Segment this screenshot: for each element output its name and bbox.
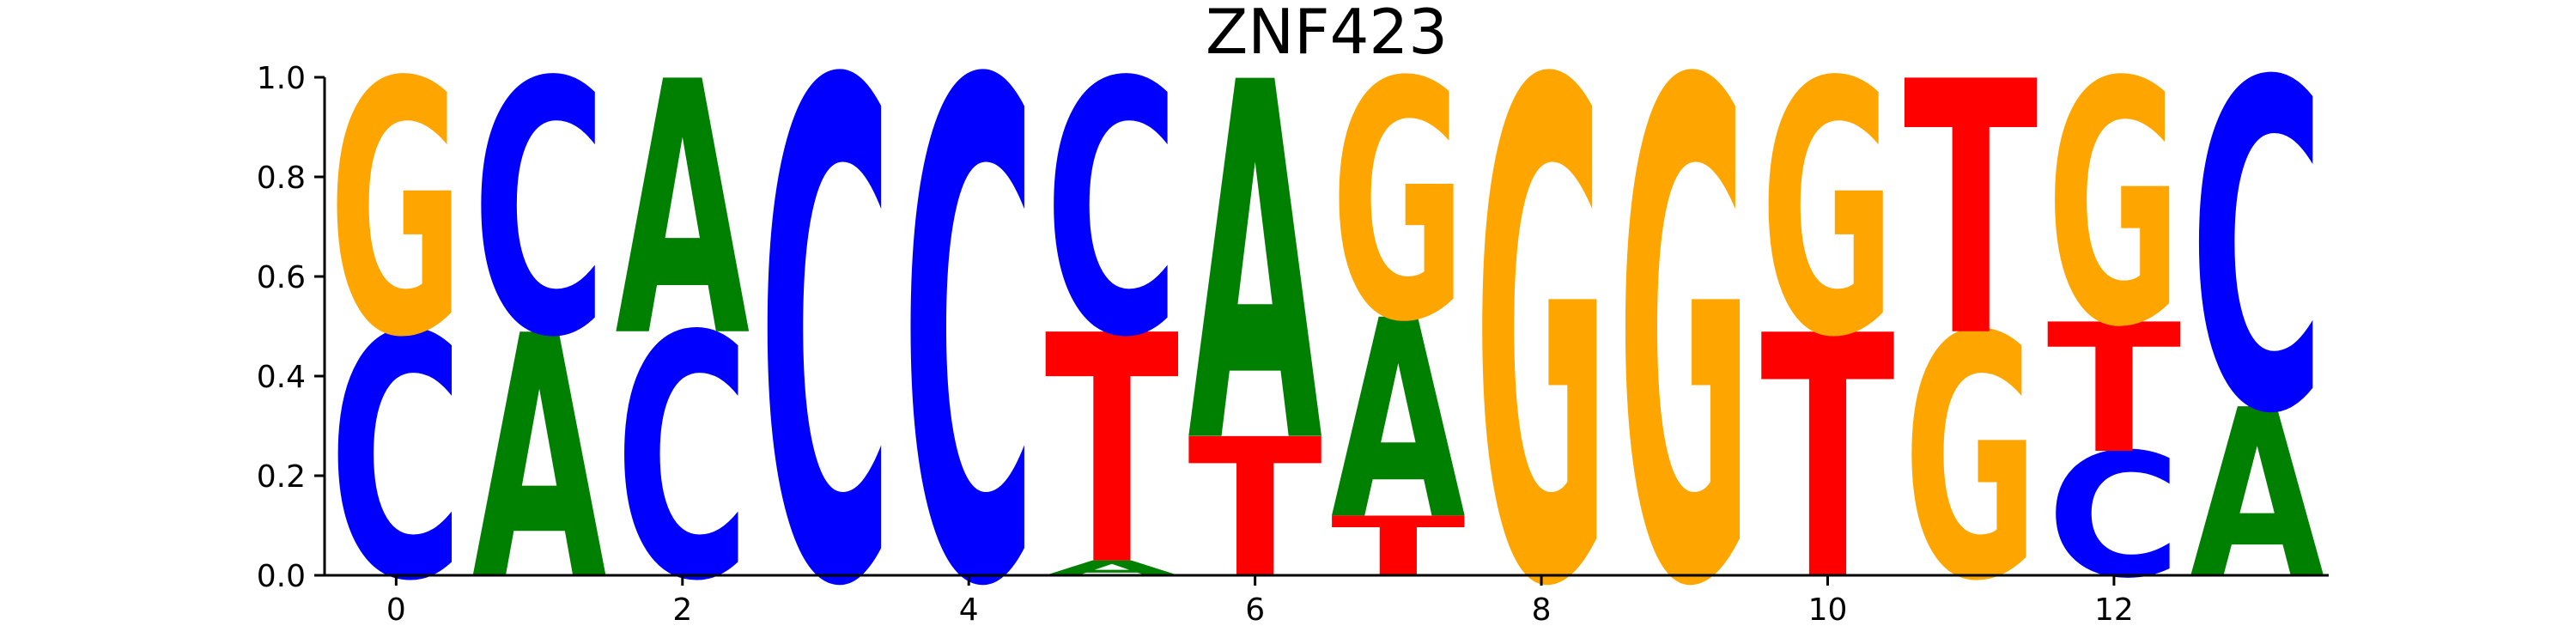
x-tick-label: 6 <box>1245 592 1265 628</box>
logo-column-7: TAG <box>1331 14 1467 595</box>
x-tick-label: 10 <box>1808 592 1848 628</box>
logo-letter-t: T <box>1045 270 1181 635</box>
y-tick-label: 0.6 <box>257 260 306 295</box>
y-tick-label: 0.4 <box>257 360 306 395</box>
logo-letter-g: G <box>1474 0 1609 644</box>
logo-letter-t: T <box>1331 500 1466 595</box>
logo-letter-a: A <box>1188 0 1323 553</box>
logo-letter-a: A <box>472 266 608 644</box>
y-tick-label: 0.0 <box>257 559 306 594</box>
logo-letter-a: A <box>2190 361 2324 631</box>
logo-column-2: CA <box>615 9 750 644</box>
logo-letter-a: A <box>1331 263 1467 580</box>
logo-column-12: CTG <box>2047 12 2182 617</box>
logo-column-10: TG <box>1760 9 1896 644</box>
logo-letter-c: C <box>902 0 1036 644</box>
logo-letter-g: G <box>1904 265 2038 644</box>
logo-column-9: G <box>1617 0 1752 644</box>
y-tick-label: 1.0 <box>257 61 306 96</box>
logo-letter-g: G <box>2047 12 2182 401</box>
logo-letter-c: C <box>2190 0 2324 513</box>
logo-column-11: GT <box>1904 8 2039 644</box>
x-tick-label: 2 <box>672 592 692 628</box>
logo-letter-g: G <box>1760 9 1895 414</box>
x-tick-label: 0 <box>386 592 406 628</box>
x-tick-label: 12 <box>2094 592 2134 628</box>
logo-letter-c: C <box>1045 9 1180 414</box>
logo-letter-a: A <box>615 9 750 414</box>
x-tick-label: 4 <box>959 592 979 628</box>
y-tick-label: 0.2 <box>257 459 306 495</box>
logo-column-6: TA <box>1188 0 1323 621</box>
y-tick-label: 0.8 <box>257 161 306 196</box>
logo-column-13: AC <box>2190 0 2324 631</box>
logo-letter-g: G <box>329 9 464 414</box>
chart-title: ZNF423 <box>1206 0 1448 68</box>
axes-layer: 0.0 0.2 0.4 0.6 0.8 1.0 0 2 4 6 8 10 12 <box>257 61 2329 628</box>
logo-letter-t: T <box>1904 8 2039 413</box>
logo-column-4: C <box>902 0 1036 644</box>
logo-letter-t: T <box>2047 286 2182 493</box>
logo-letter-c: C <box>472 9 607 414</box>
logo-letter-g: G <box>1617 0 1752 644</box>
logo-column-1: AC <box>472 9 608 644</box>
logo-letter-g: G <box>1331 14 1466 395</box>
logo-letter-c: C <box>758 0 893 644</box>
logo-column-8: G <box>1474 0 1609 644</box>
x-tick-label: 8 <box>1532 592 1552 628</box>
logo-column-5: ATC <box>1045 9 1181 634</box>
logo-column-3: C <box>758 0 893 644</box>
logo-column-0: CG <box>329 9 464 644</box>
